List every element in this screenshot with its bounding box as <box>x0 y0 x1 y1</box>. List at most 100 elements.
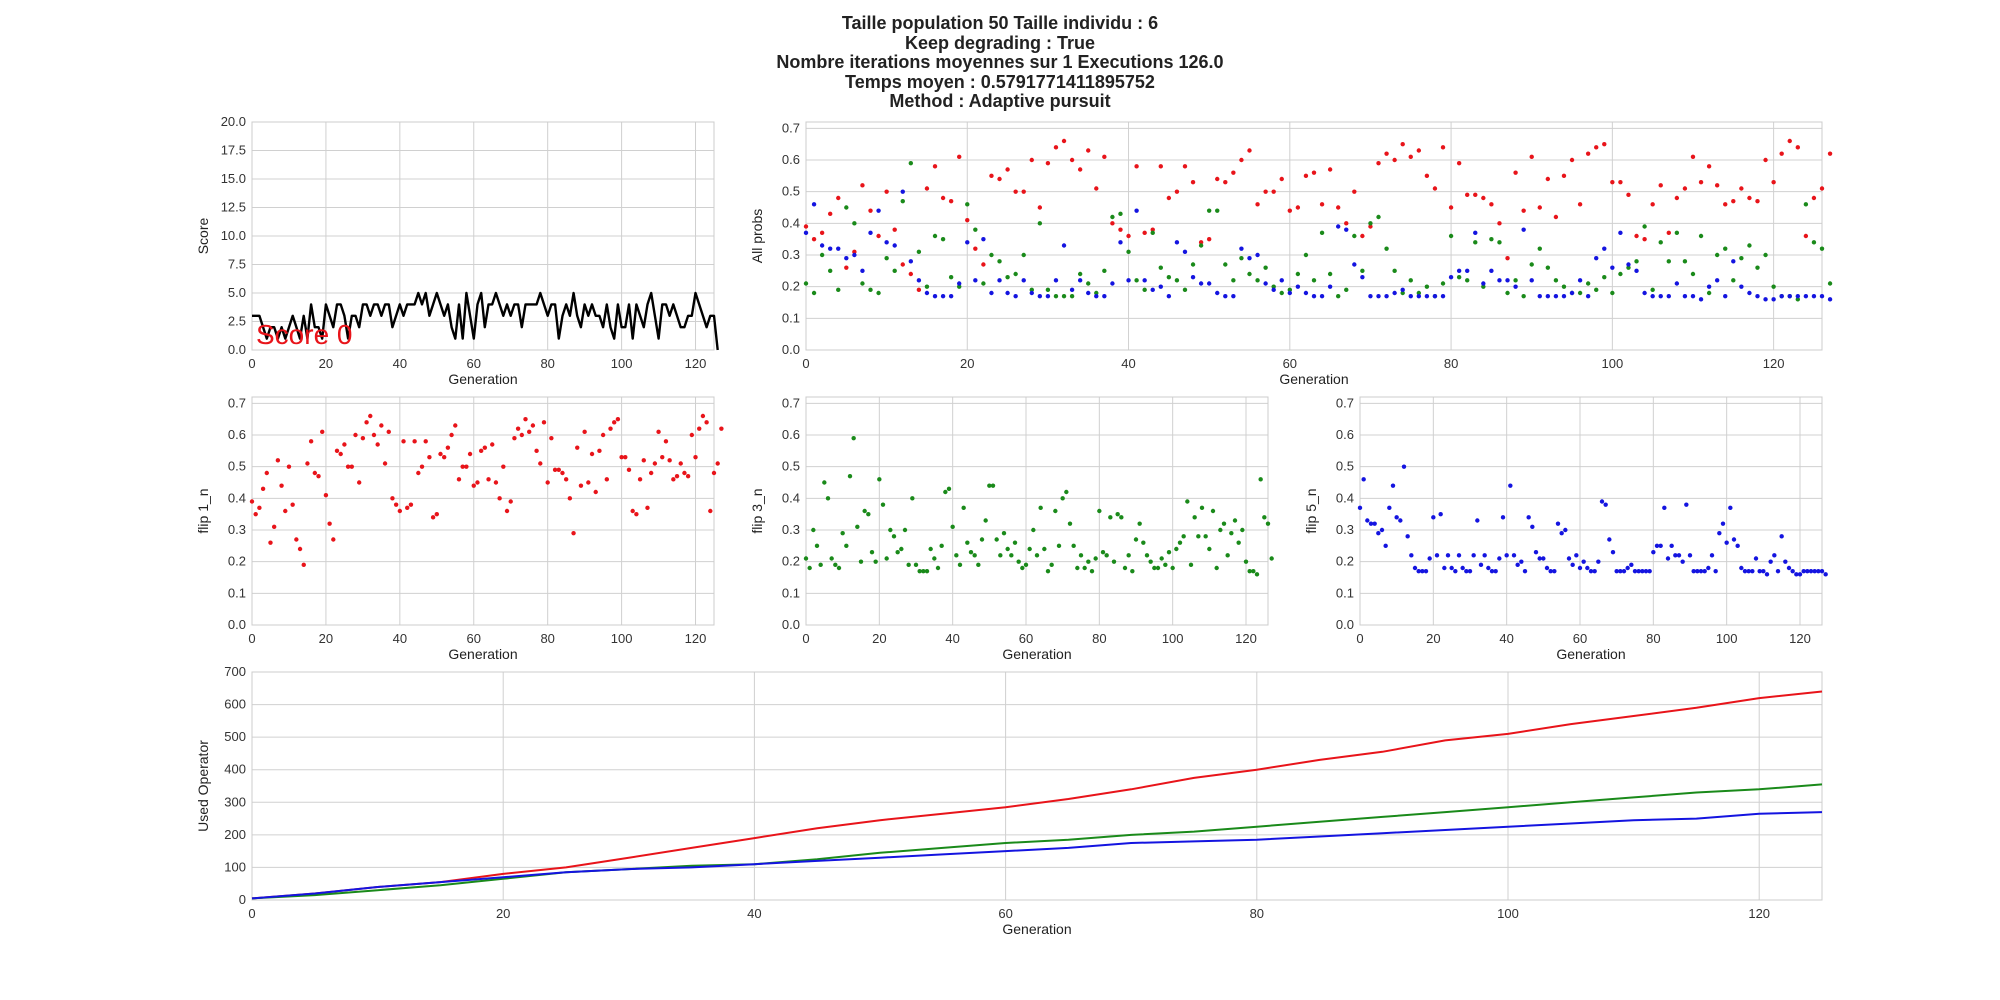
flip3-point <box>1075 565 1080 571</box>
allprobs-flip3-point <box>1561 284 1567 289</box>
flip5-point <box>1563 527 1568 533</box>
allprobs-flip1-point <box>1642 236 1647 242</box>
flip1-point <box>397 508 403 514</box>
allprobs-flip1-point <box>1077 167 1083 172</box>
allprobs-flip5-point <box>1045 293 1051 299</box>
allprobs-flip3-point <box>1505 290 1510 296</box>
flip3-point <box>998 553 1003 558</box>
flip3-point <box>862 508 867 514</box>
flip3-point <box>869 549 875 555</box>
flip3-point <box>1027 546 1032 552</box>
flip3-point <box>855 524 860 530</box>
allprobs-flip1-point <box>1311 170 1317 175</box>
flip5-point <box>1365 518 1370 523</box>
flip5-xtick-label: 0 <box>1356 631 1363 646</box>
flip1-point <box>678 461 683 466</box>
flip5-point <box>1478 562 1484 568</box>
flip3-point <box>946 486 952 492</box>
allprobs-flip3-point <box>1698 233 1704 239</box>
flip5-point <box>1522 568 1528 574</box>
flip5-point <box>1669 543 1674 549</box>
flip5-point <box>1577 565 1583 571</box>
allprobs-flip5-point <box>1529 278 1534 283</box>
allprobs-flip1-point <box>989 173 994 179</box>
allprobs-flip1-point <box>1456 160 1462 166</box>
allprobs-flip5-point <box>1295 284 1301 289</box>
allprobs-flip3-point <box>1295 271 1301 277</box>
allprobs-flip1-point <box>803 224 809 229</box>
flip1-point <box>630 508 635 514</box>
allprobs-flip1-point <box>1561 173 1567 179</box>
flip1-point <box>327 521 332 526</box>
flip1-point <box>534 448 539 454</box>
allprobs-flip5-point <box>1239 246 1244 251</box>
flip5-point <box>1676 553 1682 558</box>
allprobs-flip1-point <box>1577 202 1583 207</box>
flip1-point <box>430 515 436 520</box>
allprobs-flip3-point <box>1690 271 1696 277</box>
flip5-point <box>1541 556 1546 561</box>
allprobs-flip1-point <box>860 183 865 188</box>
allprobs-flip3-point <box>1021 252 1026 258</box>
allprobs-flip1-point <box>1327 167 1333 172</box>
allprobs-flip3-point <box>981 281 986 286</box>
allprobs-flip1-point <box>884 189 889 194</box>
allprobs-flip3-point <box>1416 290 1422 296</box>
allprobs-flip3-point <box>1287 287 1293 293</box>
allprobs-flip3-point <box>1174 278 1180 283</box>
allprobs-ytick-label: 0.0 <box>782 342 800 357</box>
allprobs-flip3-point <box>1618 271 1623 277</box>
allprobs-flip1-point <box>1271 189 1276 194</box>
allprobs-flip5-point <box>1827 297 1833 302</box>
allprobs-flip5-point <box>1053 278 1059 283</box>
allprobs-flip5-point <box>876 208 881 213</box>
flip1-point <box>271 524 277 530</box>
allprobs-flip1-point <box>1126 233 1131 239</box>
flip1-point <box>456 477 462 482</box>
flip1-point <box>334 448 340 454</box>
allprobs-flip1-point <box>1706 164 1712 169</box>
flip3-point <box>1236 540 1241 545</box>
allprobs-flip5-point <box>1416 293 1422 299</box>
allprobs-flip1-point <box>1013 189 1018 194</box>
flip5-point <box>1636 568 1641 574</box>
allprobs-ytick-label: 0.6 <box>782 152 800 167</box>
flip1-point <box>382 461 388 466</box>
flip1-point <box>260 486 266 492</box>
allprobs-flip1-point <box>1585 151 1591 156</box>
allprobs-flip1-point <box>1747 195 1752 201</box>
allprobs-ytick-label: 0.5 <box>782 184 800 199</box>
flip1-point <box>541 420 547 425</box>
flip5-point <box>1801 568 1806 574</box>
flip1-point <box>663 439 669 444</box>
allprobs-flip1-point <box>1231 170 1236 175</box>
used-xtick-label: 80 <box>1250 906 1264 921</box>
allprobs-flip1-point <box>1198 240 1204 245</box>
allprobs-flip3-point <box>1239 255 1244 261</box>
allprobs-flip3-point <box>1440 281 1446 286</box>
allprobs-xlabel: Generation <box>1279 371 1348 387</box>
flip5-point <box>1717 530 1722 536</box>
flip3-point <box>1258 477 1263 482</box>
flip3-point <box>1042 546 1047 552</box>
flip1-point <box>453 423 458 428</box>
flip3-point <box>910 496 915 501</box>
flip5-point <box>1398 518 1403 523</box>
flip5-point <box>1794 572 1799 577</box>
flip5-point <box>1387 505 1392 511</box>
allprobs-flip3-point <box>860 281 865 286</box>
flip3-ytick-label: 0.5 <box>782 459 800 474</box>
flip1-point <box>490 442 495 447</box>
score-xtick-label: 100 <box>611 356 633 371</box>
flip1-point <box>360 435 366 441</box>
flip5-point <box>1812 568 1817 574</box>
flip1-point <box>571 530 576 536</box>
allprobs-flip3-point <box>1005 274 1010 280</box>
allprobs-flip3-point <box>997 259 1002 264</box>
flip5-point <box>1761 568 1766 574</box>
flip3-point <box>1159 556 1164 561</box>
flip3-point <box>932 556 937 561</box>
allprobs-flip5-point <box>1279 278 1284 283</box>
flip1-frame <box>251 396 715 626</box>
flip1-point <box>567 496 573 501</box>
